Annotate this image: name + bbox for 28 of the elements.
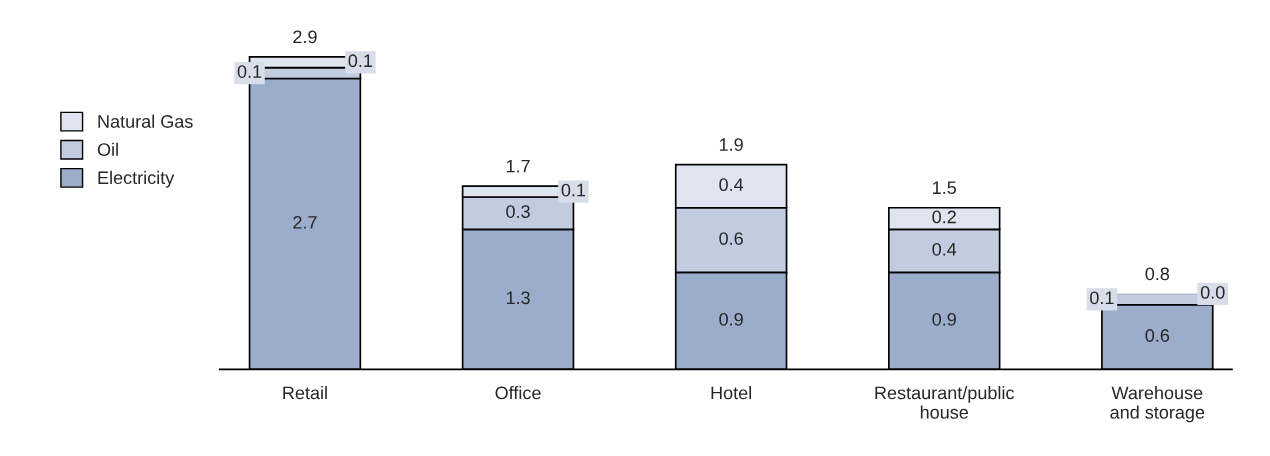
data-label: 0.4: [719, 178, 744, 192]
data-label: 0.1: [1090, 291, 1114, 305]
total-label: 2.9: [293, 30, 317, 44]
data-label: 0.9: [719, 312, 743, 326]
data-label: 0.4: [932, 242, 957, 256]
data-label: 0.9: [932, 312, 956, 326]
data-label: 0.6: [1145, 329, 1170, 342]
total-label: 1.9: [719, 138, 743, 151]
data-label: 2.7: [293, 215, 317, 229]
x-tick-label: Hotel: [711, 386, 751, 400]
data-label: 1.3: [506, 291, 530, 305]
x-tick-label: Warehouse and storage: [1110, 386, 1205, 423]
data-label: 0.0: [1200, 286, 1225, 299]
legend-label: Oil: [97, 142, 118, 156]
total-label: 1.7: [506, 159, 530, 173]
data-label: 0.3: [506, 205, 530, 218]
data-label: 0.2: [932, 210, 956, 224]
total-label: 0.8: [1145, 267, 1170, 281]
data-label: 0.1: [237, 65, 262, 78]
total-label: 1.5: [933, 181, 957, 195]
data-label: 0.1: [561, 183, 586, 197]
x-tick-label: Retail: [283, 386, 327, 400]
x-tick-label: Restaurant/public house: [875, 386, 1015, 419]
legend-label: Natural Gas: [98, 114, 193, 128]
data-label: 0.6: [719, 232, 743, 245]
legend-label: Electricity: [98, 170, 175, 188]
data-label: 0.1: [348, 54, 373, 68]
x-tick-label: Office: [495, 386, 541, 400]
